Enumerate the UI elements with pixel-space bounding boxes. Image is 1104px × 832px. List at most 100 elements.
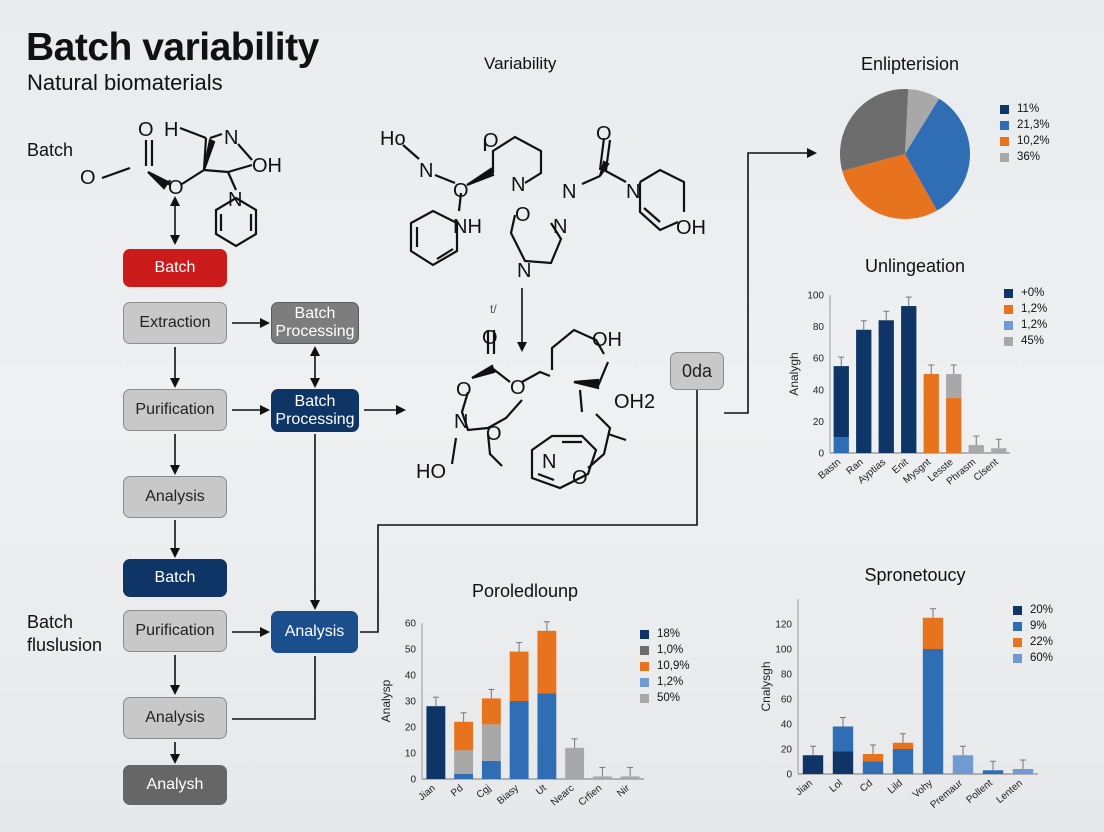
- bar-segment: [509, 651, 529, 701]
- bar-segment: [537, 693, 557, 779]
- bar1-legend-label-4: 45%: [1021, 335, 1045, 347]
- x-tick-label: Clsent: [972, 457, 1001, 484]
- pie-legend-label-2: 21,3%: [1017, 119, 1050, 131]
- batch-processing-box-1[interactable]: Batch Processing: [271, 302, 359, 344]
- pie-slice-3: [842, 154, 938, 219]
- bar-chart-2-title: Poroledlounp: [471, 581, 579, 601]
- pie-chart: [840, 89, 970, 219]
- y-tick-label: 30: [405, 697, 417, 708]
- analysis-box-2[interactable]: Analysis: [123, 697, 227, 739]
- m1-atom-n2: N: [228, 189, 242, 211]
- oda-box[interactable]: 0da: [670, 352, 724, 390]
- bar1-legend-item-1: +0%: [1004, 285, 1047, 301]
- bar-segment: [537, 630, 557, 694]
- m4-atom-oh1: OH: [592, 329, 622, 351]
- x-tick-label: Jian: [794, 778, 815, 798]
- bar3-legend-label-1: 20%: [1030, 604, 1054, 616]
- bar1-legend-item-2: 1,2%: [1004, 301, 1047, 317]
- bar-segment: [454, 750, 474, 774]
- bar-segment: [922, 649, 944, 774]
- bar2-legend-label-5: 50%: [657, 692, 681, 704]
- batch-side-label: Batch: [27, 140, 74, 160]
- x-tick-label: Cd: [858, 778, 875, 795]
- bar3-legend-item-4: 60%: [1013, 650, 1053, 666]
- y-tick-label: 40: [405, 671, 417, 682]
- bar2-legend-swatch-4: [640, 677, 649, 687]
- purification-box-2[interactable]: Purification: [123, 610, 227, 652]
- y-tick-label: 20: [813, 417, 825, 428]
- pie-legend-item-4: 36%: [1000, 149, 1050, 165]
- analysis-box-1[interactable]: Analysis: [123, 476, 227, 518]
- batch-processing-box-2[interactable]: Batch Processing: [271, 389, 359, 432]
- bar-segment: [426, 706, 446, 779]
- batch-red-box[interactable]: Batch: [123, 249, 227, 287]
- bar-segment: [952, 755, 974, 774]
- x-tick-label: Nearc: [549, 783, 577, 809]
- purification-box-1[interactable]: Purification: [123, 389, 227, 431]
- x-tick-label: Premaur: [928, 777, 965, 811]
- bar3-legend-swatch-2: [1013, 621, 1022, 631]
- molecule-1-structure: O H N O OH O N: [80, 119, 282, 248]
- y-axis-label: Analysp: [379, 679, 393, 722]
- m2-atom-n4: N: [517, 260, 531, 282]
- bar-segment: [481, 724, 501, 761]
- bar2-legend-item-5: 50%: [640, 690, 690, 706]
- m1-atom-o2: O: [138, 119, 154, 141]
- bar-segment: [982, 770, 1004, 774]
- x-tick-label: Jian: [417, 783, 438, 803]
- bar-segment: [922, 617, 944, 649]
- bar3-legend-swatch-4: [1013, 653, 1022, 663]
- bar3-legend-label-2: 9%: [1030, 620, 1047, 632]
- x-tick-label: Biasy: [495, 783, 521, 807]
- bar-segment: [1012, 769, 1034, 774]
- variability-label: Variability: [484, 54, 557, 73]
- bar-chart-3-title: Spronetoucy: [864, 565, 966, 585]
- x-tick-label: Pollent: [964, 778, 995, 806]
- m4-atom-n2: N: [542, 451, 556, 473]
- analysh-box[interactable]: Analysh: [123, 765, 227, 805]
- batch-navy-box[interactable]: Batch: [123, 559, 227, 597]
- m4-atom-oh2: OH2: [614, 391, 655, 413]
- extraction-box[interactable]: Extraction: [123, 302, 227, 344]
- m4-atom-o4: O: [486, 423, 502, 445]
- y-tick-label: 50: [405, 645, 417, 656]
- y-tick-label: 20: [405, 723, 417, 734]
- bar2-legend-swatch-5: [640, 693, 649, 703]
- bar-segment: [892, 742, 914, 749]
- bar-segment: [832, 726, 854, 752]
- bar-chart-3-legend: 20% 9% 22% 60%: [1013, 602, 1053, 666]
- m4-atom-n1: N: [454, 411, 468, 433]
- bar1-legend-item-3: 1,2%: [1004, 317, 1047, 333]
- m2-atom-n1: N: [419, 160, 433, 182]
- bar2-legend-item-1: 18%: [640, 626, 690, 642]
- y-tick-label: 0: [410, 775, 416, 786]
- bar1-legend-swatch-4: [1004, 336, 1013, 346]
- y-tick-label: 120: [775, 620, 792, 631]
- bar-segment: [481, 698, 501, 725]
- bar2-legend-label-4: 1,2%: [657, 676, 684, 688]
- y-tick-label: 60: [405, 619, 417, 630]
- bar-segment: [862, 761, 884, 774]
- y-tick-label: 10: [405, 749, 417, 760]
- x-tick-label: Bastn: [817, 457, 844, 482]
- m1-atom-n1: N: [224, 127, 238, 149]
- x-tick-label: Crfien: [577, 783, 605, 809]
- m4-atom-o3: O: [510, 377, 526, 399]
- bar-chart-2-legend: 18% 1,0% 10,9% 1,2% 50%: [640, 626, 690, 706]
- bar-segment: [968, 445, 984, 453]
- m3-atom-oh: OH: [676, 217, 706, 239]
- bar2-legend-swatch-3: [640, 661, 649, 671]
- m1-atom-o1: O: [80, 167, 96, 189]
- bar-segment: [565, 747, 585, 779]
- pie-legend-label-4: 36%: [1017, 151, 1041, 163]
- y-tick-label: 60: [781, 695, 793, 706]
- pie-legend-swatch-1: [1000, 104, 1009, 114]
- analysis-blue-box[interactable]: Analysis: [271, 611, 358, 653]
- m4-atom-o1: O: [482, 327, 498, 349]
- y-tick-label: 100: [807, 291, 824, 302]
- y-tick-label: 0: [818, 449, 824, 460]
- bar2-legend-item-4: 1,2%: [640, 674, 690, 690]
- bar3-legend-item-2: 9%: [1013, 618, 1053, 634]
